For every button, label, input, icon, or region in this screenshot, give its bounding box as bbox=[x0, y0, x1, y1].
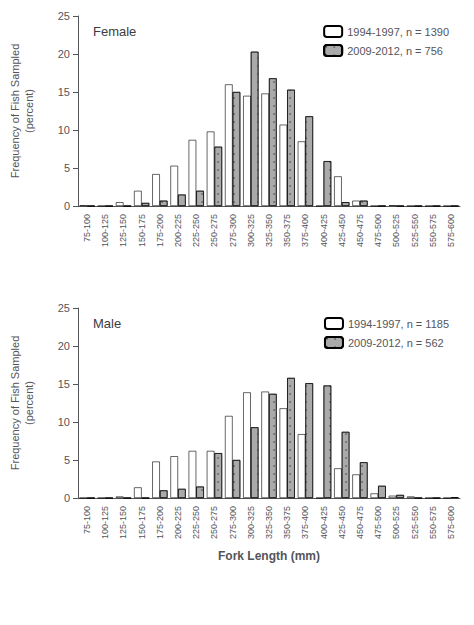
svg-text:475-500: 475-500 bbox=[373, 214, 383, 247]
svg-text:375-400: 375-400 bbox=[300, 506, 310, 539]
svg-text:10: 10 bbox=[58, 124, 70, 136]
svg-text:250-275: 250-275 bbox=[209, 506, 219, 539]
svg-text:0: 0 bbox=[64, 200, 70, 212]
svg-text:425-450: 425-450 bbox=[337, 214, 347, 247]
svg-text:125-150: 125-150 bbox=[118, 506, 128, 539]
svg-text:15: 15 bbox=[58, 86, 70, 98]
svg-text:25: 25 bbox=[58, 302, 70, 314]
svg-text:500-525: 500-525 bbox=[391, 506, 401, 539]
svg-text:175-200: 175-200 bbox=[155, 506, 165, 539]
svg-text:575-600: 575-600 bbox=[446, 214, 456, 247]
svg-text:100-125: 100-125 bbox=[100, 214, 110, 247]
svg-text:525-550: 525-550 bbox=[410, 506, 420, 539]
svg-text:2009-2012, n = 756: 2009-2012, n = 756 bbox=[347, 45, 443, 57]
svg-text:Frequency of Fish Sampled: Frequency of Fish Sampled bbox=[9, 44, 21, 179]
svg-text:75-100: 75-100 bbox=[82, 506, 92, 534]
svg-text:0: 0 bbox=[64, 492, 70, 504]
svg-text:175-200: 175-200 bbox=[155, 214, 165, 247]
svg-text:450-475: 450-475 bbox=[355, 214, 365, 247]
svg-text:400-425: 400-425 bbox=[319, 214, 329, 247]
svg-text:2009-2012, n = 562: 2009-2012, n = 562 bbox=[348, 337, 444, 349]
svg-text:300-325: 300-325 bbox=[246, 214, 256, 247]
svg-text:75-100: 75-100 bbox=[82, 214, 92, 242]
svg-text:Female: Female bbox=[93, 24, 136, 39]
svg-text:500-525: 500-525 bbox=[391, 214, 401, 247]
svg-text:20: 20 bbox=[58, 340, 70, 352]
svg-text:225-250: 225-250 bbox=[191, 214, 201, 247]
svg-text:Male: Male bbox=[93, 316, 121, 331]
svg-text:5: 5 bbox=[64, 162, 70, 174]
svg-text:400-425: 400-425 bbox=[319, 506, 329, 539]
svg-text:125-150: 125-150 bbox=[118, 214, 128, 247]
svg-text:Fork Length (mm): Fork Length (mm) bbox=[218, 549, 320, 563]
svg-text:350-375: 350-375 bbox=[282, 214, 292, 247]
svg-text:225-250: 225-250 bbox=[191, 506, 201, 539]
svg-text:(percent): (percent) bbox=[23, 381, 35, 425]
svg-text:25: 25 bbox=[58, 10, 70, 22]
svg-text:10: 10 bbox=[58, 416, 70, 428]
svg-text:250-275: 250-275 bbox=[209, 214, 219, 247]
svg-text:575-600: 575-600 bbox=[446, 506, 456, 539]
svg-text:300-325: 300-325 bbox=[246, 506, 256, 539]
svg-text:275-300: 275-300 bbox=[228, 506, 238, 539]
svg-text:1994-1997, n = 1185: 1994-1997, n = 1185 bbox=[348, 318, 449, 330]
svg-text:550-575: 550-575 bbox=[428, 214, 438, 247]
svg-text:20: 20 bbox=[58, 48, 70, 60]
svg-text:425-450: 425-450 bbox=[337, 506, 347, 539]
svg-text:275-300: 275-300 bbox=[228, 214, 238, 247]
svg-text:550-575: 550-575 bbox=[428, 506, 438, 539]
svg-text:Frequency of Fish Sampled: Frequency of Fish Sampled bbox=[9, 336, 21, 471]
svg-text:150-175: 150-175 bbox=[137, 506, 147, 539]
svg-text:325-350: 325-350 bbox=[264, 506, 274, 539]
svg-text:375-400: 375-400 bbox=[300, 214, 310, 247]
svg-text:200-225: 200-225 bbox=[173, 506, 183, 539]
svg-text:5: 5 bbox=[64, 454, 70, 466]
svg-text:450-475: 450-475 bbox=[355, 506, 365, 539]
svg-text:(percent): (percent) bbox=[23, 89, 35, 133]
svg-text:475-500: 475-500 bbox=[373, 506, 383, 539]
svg-text:150-175: 150-175 bbox=[137, 214, 147, 247]
svg-text:1994-1997, n = 1390: 1994-1997, n = 1390 bbox=[347, 26, 449, 38]
svg-text:350-375: 350-375 bbox=[282, 506, 292, 539]
svg-text:100-125: 100-125 bbox=[100, 506, 110, 539]
svg-text:15: 15 bbox=[58, 378, 70, 390]
svg-text:525-550: 525-550 bbox=[410, 214, 420, 247]
svg-text:200-225: 200-225 bbox=[173, 214, 183, 247]
svg-text:325-350: 325-350 bbox=[264, 214, 274, 247]
